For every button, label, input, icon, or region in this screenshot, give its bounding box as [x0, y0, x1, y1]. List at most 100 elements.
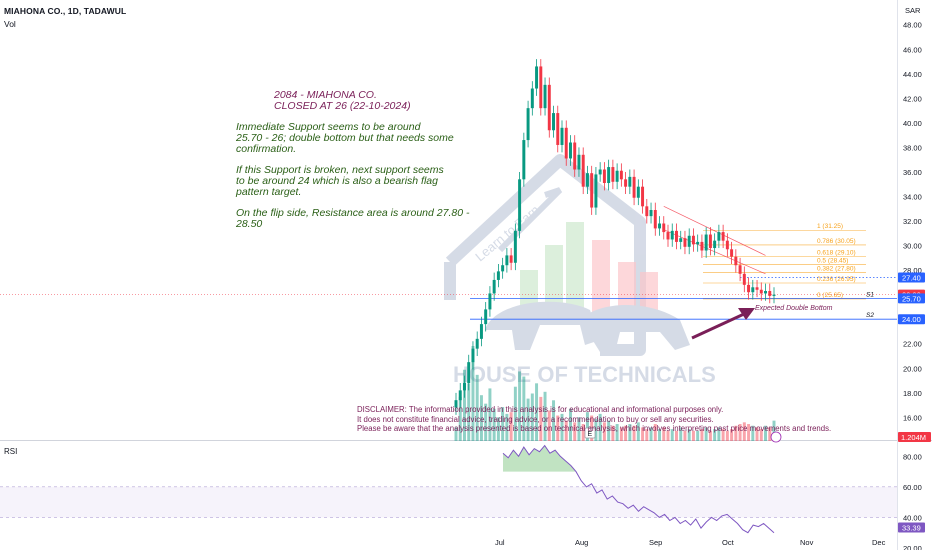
price-tick-label: 46.00 [903, 45, 922, 54]
volume-bar [662, 427, 666, 441]
candle-body [484, 309, 488, 325]
price-tick-label: 42.00 [903, 94, 922, 103]
disclaimer-line-1: DISCLAIMER: The information provided in … [357, 405, 724, 414]
fib-level-label: 0.236 (26.95) [817, 276, 856, 283]
rsi-tick-label: 20.00 [903, 544, 922, 550]
candle-body [628, 176, 632, 187]
earnings-marker-icon [584, 427, 596, 439]
price-tick-label: 38.00 [903, 143, 922, 152]
volume-bar [658, 429, 662, 441]
support-text-2: 25.70 - 26; double bottom but that needs… [236, 132, 454, 144]
candle-body [738, 265, 742, 274]
candle-body [547, 84, 551, 131]
candle-body [687, 235, 691, 247]
volume-bar [594, 418, 598, 441]
volume-bar [509, 412, 513, 441]
break-text-3: pattern target. [236, 186, 302, 198]
candle-body [462, 383, 466, 391]
rsi-tick-label: 40.00 [903, 513, 922, 522]
candle-body [488, 293, 492, 310]
break-text-1: If this Support is broken, next support … [236, 164, 444, 176]
volume-bar [742, 422, 746, 441]
candle-body [501, 265, 505, 272]
candle-body [704, 234, 708, 251]
price-tick-label: 34.00 [903, 193, 922, 202]
volume-bar [581, 424, 585, 441]
volume-bar [768, 427, 772, 441]
volume-bar [602, 422, 606, 441]
volume-bar [704, 427, 708, 441]
candle-body [717, 232, 721, 241]
volume-bar [496, 417, 500, 441]
candle-body [479, 324, 483, 339]
volume-bar [530, 393, 534, 441]
x-axis-month-label: Jul [495, 538, 505, 547]
volume-bar [759, 429, 763, 441]
candle-body [475, 338, 479, 349]
volume-bar [543, 391, 547, 441]
watermark-bar [566, 222, 584, 312]
volume-bar [687, 429, 691, 441]
volume-bar [573, 422, 577, 441]
candle-body [653, 210, 657, 229]
watermark-bar [592, 240, 610, 312]
price-tick-label: 22.00 [903, 340, 922, 349]
disclaimer-line-3: Please be aware that the analysis presen… [357, 424, 832, 433]
volume-bar [666, 430, 670, 441]
candle-body [539, 66, 543, 109]
watermark-bar [640, 272, 658, 312]
candle-body [649, 210, 653, 217]
volume-bar [653, 424, 657, 441]
watermark-bull [485, 301, 600, 350]
candle-body [751, 287, 755, 293]
candle-body [755, 287, 759, 290]
candle-body [641, 186, 645, 207]
volume-bar [607, 420, 611, 441]
volume-bar [568, 408, 572, 441]
volume-bar [585, 412, 589, 441]
candle-body [708, 234, 712, 249]
candle-body [530, 88, 534, 109]
rsi-line [502, 444, 775, 534]
rsi-tick-label: 60.00 [903, 483, 922, 492]
watermark-brand-text: HOUSE OF TECHNICALS [453, 362, 716, 387]
candle-body [734, 256, 738, 266]
candle-body [577, 154, 581, 170]
disclaimer-line-2: It does not constitute financial advice,… [357, 414, 714, 424]
rsi-overbought-fill [503, 445, 576, 472]
volume-bar [721, 429, 725, 441]
symbol-title[interactable]: MIAHONA CO., 1D, TADAWUL [4, 6, 127, 16]
volume-tag [898, 432, 931, 442]
volume-bar [619, 427, 623, 441]
support-label: S2 [866, 312, 874, 319]
price-tag [898, 272, 925, 283]
volume-bar [730, 429, 734, 441]
volume-bar [501, 407, 505, 441]
price-tick-label: 44.00 [903, 70, 922, 79]
volume-bar [734, 425, 738, 441]
dividend-marker-icon [770, 431, 782, 443]
candle-body [772, 294, 776, 296]
price-tag [898, 314, 925, 325]
price-tag [898, 293, 925, 304]
candle-body [594, 174, 598, 208]
candle-body [505, 255, 509, 266]
candle-body [611, 167, 615, 182]
x-axis-month-label: Sep [649, 538, 662, 547]
double-bottom-arrow [691, 312, 745, 340]
candle-body [713, 240, 717, 249]
volume-bar [700, 429, 704, 441]
watermark-house-outline [445, 154, 646, 356]
candle-body [598, 169, 602, 175]
candle-body [670, 230, 674, 240]
candle-body [467, 362, 471, 384]
x-axis-month-label: Aug [575, 538, 588, 547]
price-tick-label: 36.00 [903, 168, 922, 177]
candle-body [696, 241, 700, 245]
fib-level-label: 1 (31.25) [817, 223, 843, 230]
price-tag-label: 24.00 [902, 315, 921, 324]
candle-body [535, 66, 539, 89]
price-tick-label: 32.00 [903, 217, 922, 226]
volume-bar [547, 410, 551, 441]
